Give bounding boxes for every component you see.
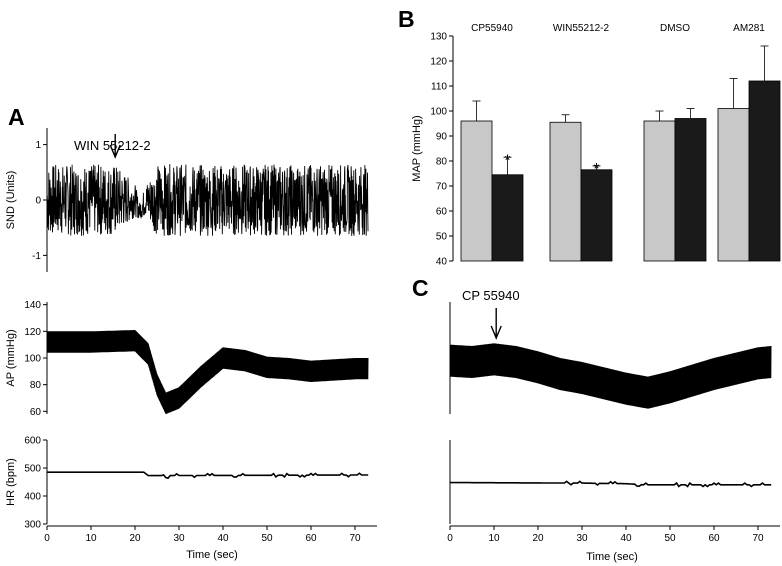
significance-marker: * <box>593 161 599 178</box>
bar-category-label: CP55940 <box>471 23 513 34</box>
y-tick-label: 0 <box>35 196 41 207</box>
win-arrow-head <box>109 144 121 159</box>
y-tick-label: 140 <box>24 300 41 311</box>
panel-a-xlabel: Time (sec) <box>186 549 238 561</box>
y-axis-label: HR (bpm) <box>5 458 17 506</box>
cp-arrow-head <box>490 325 502 340</box>
drug-arrows <box>109 134 502 340</box>
x-tick-label: 10 <box>85 533 97 544</box>
bar-y-tick-label: 60 <box>436 207 448 218</box>
x-tick-label: 30 <box>576 533 588 544</box>
y-axis-label: SND (Units) <box>5 171 17 230</box>
x-tick-label: 70 <box>752 533 764 544</box>
x-tick-label: 70 <box>349 533 361 544</box>
bar-y-tick-label: 50 <box>436 232 448 243</box>
x-tick-label: 50 <box>664 533 676 544</box>
panel-b-letter: B <box>398 6 415 32</box>
y-tick-label: 100 <box>24 354 41 365</box>
control-bar <box>643 120 676 262</box>
bar-category-label: AM281 <box>733 23 765 34</box>
ap-trace <box>449 343 772 409</box>
y-axis-label: AP (mmHg) <box>5 329 17 386</box>
y-tick-label: 500 <box>24 464 41 475</box>
treatment-bar <box>748 80 781 262</box>
bar-y-tick-label: 130 <box>430 32 447 43</box>
panel-a-letter: A <box>8 104 25 130</box>
control-bar <box>460 120 493 262</box>
treatment-bar <box>491 174 524 262</box>
hr-trace <box>47 471 369 480</box>
panel-c-ap-plot <box>449 302 772 414</box>
y-tick-label: 120 <box>24 327 41 338</box>
y-tick-label: -1 <box>32 251 41 262</box>
bar-y-tick-label: 70 <box>436 182 448 193</box>
panel-b-bar-chart: 40 50 60 70 80 90 100 110 120 130 MAP (mmHg) CP5594… <box>411 23 781 268</box>
x-tick-label: 50 <box>261 533 273 544</box>
y-tick-label: 1 <box>35 140 41 151</box>
win-annotation: WIN 55212-2 <box>74 138 151 153</box>
bar-y-axis-label: MAP (mmHg) <box>411 115 423 181</box>
y-tick-label: 400 <box>24 492 41 503</box>
panel-c-xlabel: Time (sec) <box>586 551 638 563</box>
x-tick-label: 60 <box>708 533 720 544</box>
y-tick-label: 60 <box>30 407 42 418</box>
control-bar <box>549 121 582 262</box>
x-tick-label: 40 <box>217 533 229 544</box>
bar-y-tick-label: 100 <box>430 107 447 118</box>
y-tick-label: 80 <box>30 380 42 391</box>
significance-marker: * <box>504 152 510 169</box>
cp-annotation: CP 55940 <box>462 288 520 303</box>
x-tick-label: 20 <box>532 533 544 544</box>
bar-y-tick-label: 80 <box>436 157 448 168</box>
x-tick-label: 20 <box>129 533 141 544</box>
y-tick-label: 300 <box>24 520 41 531</box>
control-bar <box>717 108 750 262</box>
x-tick-label: 10 <box>488 533 500 544</box>
panel-a-hr-plot: 300 400 500 600 HR (bpm) 0 10 20 30 40 50 60 70 <box>5 436 377 544</box>
y-tick-label: 600 <box>24 436 41 447</box>
bar-category-label: WIN55212-2 <box>553 23 610 34</box>
snd-trace <box>46 164 369 236</box>
x-tick-label: 30 <box>173 533 185 544</box>
bar-y-tick-label: 110 <box>431 82 447 93</box>
bar-y-tick-label: 120 <box>430 57 447 68</box>
panel-a-ap-plot: 60 80 100 120 140 AP (mmHg) <box>5 300 369 418</box>
x-tick-label: 0 <box>44 533 50 544</box>
panel-c-letter: C <box>412 275 429 301</box>
hr-trace <box>450 480 772 488</box>
bar-y-tick-label: 40 <box>436 257 448 268</box>
bar-y-tick-label: 90 <box>436 132 448 143</box>
x-tick-label: 60 <box>305 533 317 544</box>
x-tick-label: 40 <box>620 533 632 544</box>
ap-trace <box>46 329 369 414</box>
panel-c-hr-plot: 0 10 20 30 40 50 60 70 <box>447 440 780 544</box>
panel-a-snd-plot: -1 0 1 SND (Units) <box>5 128 369 272</box>
treatment-bar <box>674 118 707 262</box>
bar-category-label: DMSO <box>660 23 690 34</box>
x-tick-label: 0 <box>447 533 453 544</box>
treatment-bar <box>580 169 613 262</box>
